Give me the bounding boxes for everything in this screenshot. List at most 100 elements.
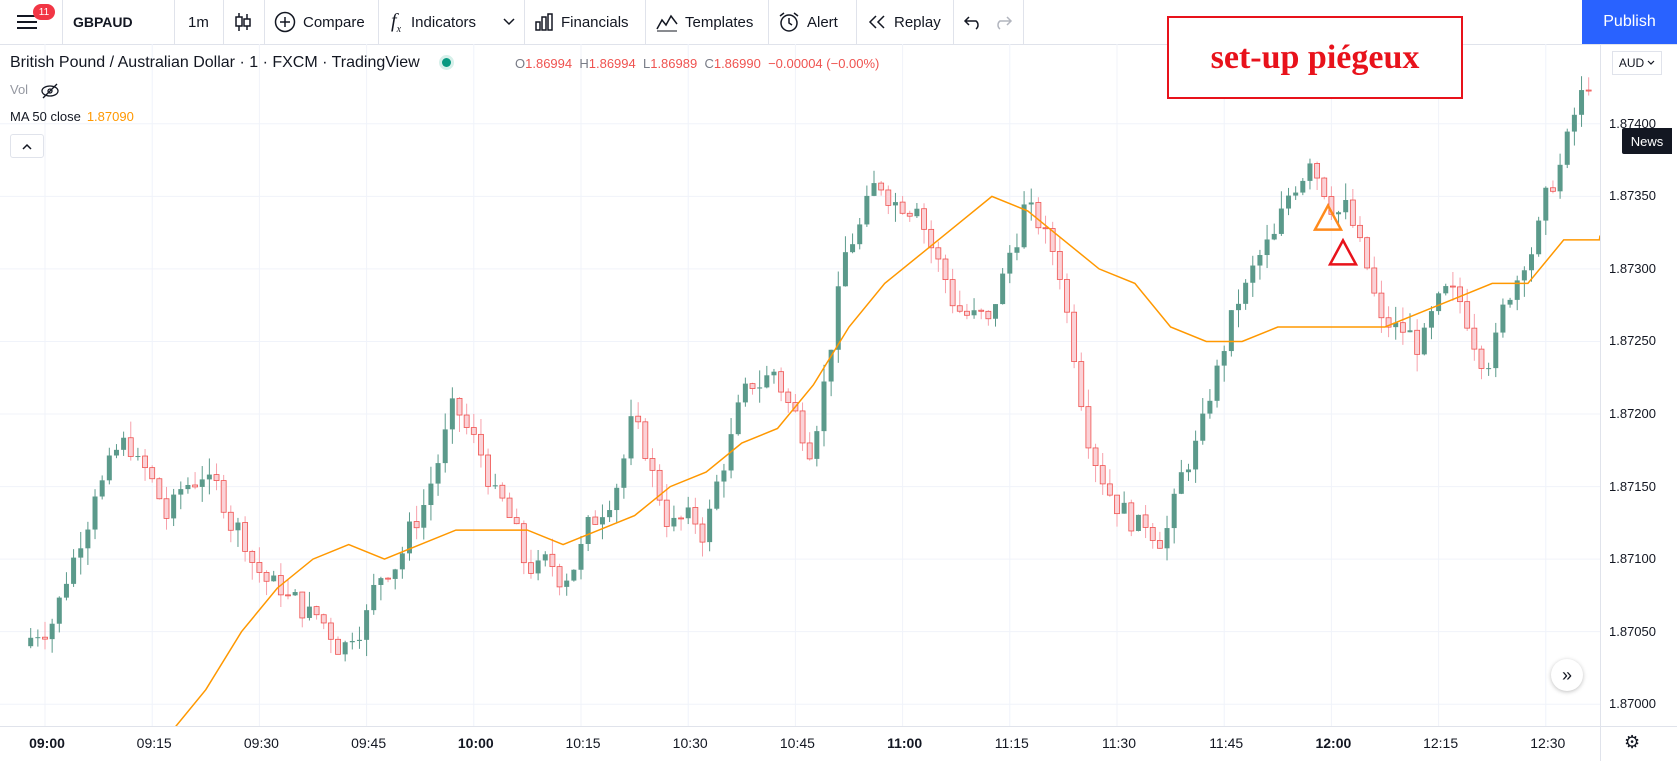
scroll-to-realtime-button[interactable]: » [1551,659,1583,691]
undo-icon [963,16,979,30]
candle-up [392,569,398,579]
candle-up [364,610,370,640]
candle-down [949,279,956,307]
candle-up [1293,192,1299,196]
candle-up [564,580,570,587]
chevron-down-icon [503,18,515,26]
candle-up [914,208,920,217]
ma-value: 1.87090 [86,109,134,124]
low-value: 1.86989 [650,56,698,71]
price-tick-label: 1.87200 [1609,406,1656,422]
undo-button[interactable] [963,0,983,44]
change-value: −0.00004 (−0.00%) [768,56,880,71]
candle-up [371,584,377,611]
candle-down [1414,329,1421,355]
candle-up [857,224,863,245]
candle-down [1378,292,1385,319]
triangle-marker-orange[interactable] [1312,202,1344,231]
candle-up [99,480,105,497]
price-axis[interactable] [1600,44,1677,726]
candle-down [485,454,491,487]
annotation-text: set-up piégeux [1210,38,1420,76]
candle-up [1264,239,1270,256]
candle-down [1064,279,1070,313]
candle-up [535,560,541,574]
candle-up [685,507,691,519]
candle-up [1500,304,1506,333]
candle-down [899,201,906,214]
time-axis[interactable] [0,726,1600,761]
time-tick-label: 12:00 [1315,735,1352,751]
eye-off-icon[interactable] [40,83,60,99]
ma-legend[interactable]: MA 50 close 1.87090 [10,109,134,124]
chevron-up-icon [22,143,32,150]
candle-down [1056,251,1063,280]
candle-down [249,550,256,563]
indicators-button[interactable]: fx Indicators [391,0,476,44]
symbol-legend: British Pound / Australian Dollar · 1 · … [10,54,452,72]
triangle-marker-red[interactable] [1327,237,1359,266]
candle-up [585,517,591,544]
candle-up [28,637,34,647]
candle-down [1399,322,1406,333]
ma-label: MA 50 close [10,109,81,124]
candle-down [149,467,156,480]
candle-up [171,494,177,519]
candle-up [1307,163,1313,181]
time-tick-label: 12:15 [1423,735,1459,751]
candle-up [721,470,727,482]
compare-button[interactable]: Compare [274,0,365,44]
candle-down [385,577,391,580]
candle-down [1471,327,1478,350]
candle-up [85,529,91,549]
candle-up [399,553,405,570]
candle-down [1449,285,1456,288]
candle-down [1364,237,1371,269]
candle-up [764,375,770,388]
currency-dropdown[interactable]: AUD [1612,51,1662,75]
candle-down [242,522,249,552]
candle-up [1571,114,1577,132]
redo-button[interactable] [993,0,1013,44]
candle-up [1343,200,1349,213]
candle-down [1071,311,1078,362]
candle-down [642,421,649,459]
candle-down [878,182,885,191]
price-chart[interactable] [0,44,1600,726]
time-tick-label: 11:00 [887,735,923,751]
candle-up [1407,330,1413,333]
collapse-legend-button[interactable] [10,134,44,158]
candle-up [378,578,384,585]
menu-button[interactable] [16,0,46,44]
templates-label: Templates [685,13,754,31]
symbol-label: GBPAUD [73,14,133,30]
candle-up [1164,528,1170,549]
price-tick-label: 1.87000 [1609,696,1656,712]
chart-settings-button[interactable]: ⚙ [1624,732,1640,753]
candle-down [413,521,420,529]
publish-button[interactable]: Publish [1582,0,1677,44]
chart-type-button[interactable] [233,0,253,44]
news-label: News [1630,133,1664,149]
candle-up [757,387,763,389]
symbol-search-button[interactable]: GBPAUD [73,0,133,44]
candle-up [1121,502,1127,514]
candle-up [671,517,677,527]
candle-up [1300,180,1306,193]
candle-up [342,642,348,655]
alert-button[interactable]: Alert [778,0,838,44]
axis-corner [1600,726,1677,761]
financials-button[interactable]: Financials [534,0,629,44]
candle-up [814,431,820,459]
volume-legend[interactable]: Vol [10,82,60,99]
candle-up [1235,303,1241,311]
candle-up [78,548,84,558]
candle-down [806,442,813,460]
templates-button[interactable]: Templates [656,0,753,44]
interval-button[interactable]: 1m [188,0,209,44]
indicators-dropdown[interactable] [503,0,515,44]
replay-button[interactable]: Replay [867,0,941,44]
candle-up [63,583,69,598]
news-button[interactable]: News [1622,128,1672,154]
candle-down [520,523,527,564]
